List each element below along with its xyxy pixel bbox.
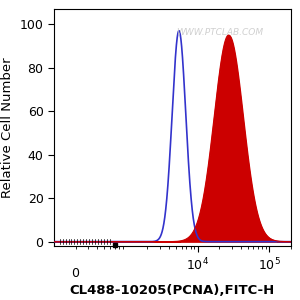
X-axis label: CL488-10205(PCNA),FITC-H: CL488-10205(PCNA),FITC-H (70, 284, 275, 297)
Text: WWW.PTCLAB.COM: WWW.PTCLAB.COM (176, 28, 263, 37)
Y-axis label: Relative Cell Number: Relative Cell Number (1, 57, 14, 198)
Text: 0: 0 (72, 267, 80, 280)
